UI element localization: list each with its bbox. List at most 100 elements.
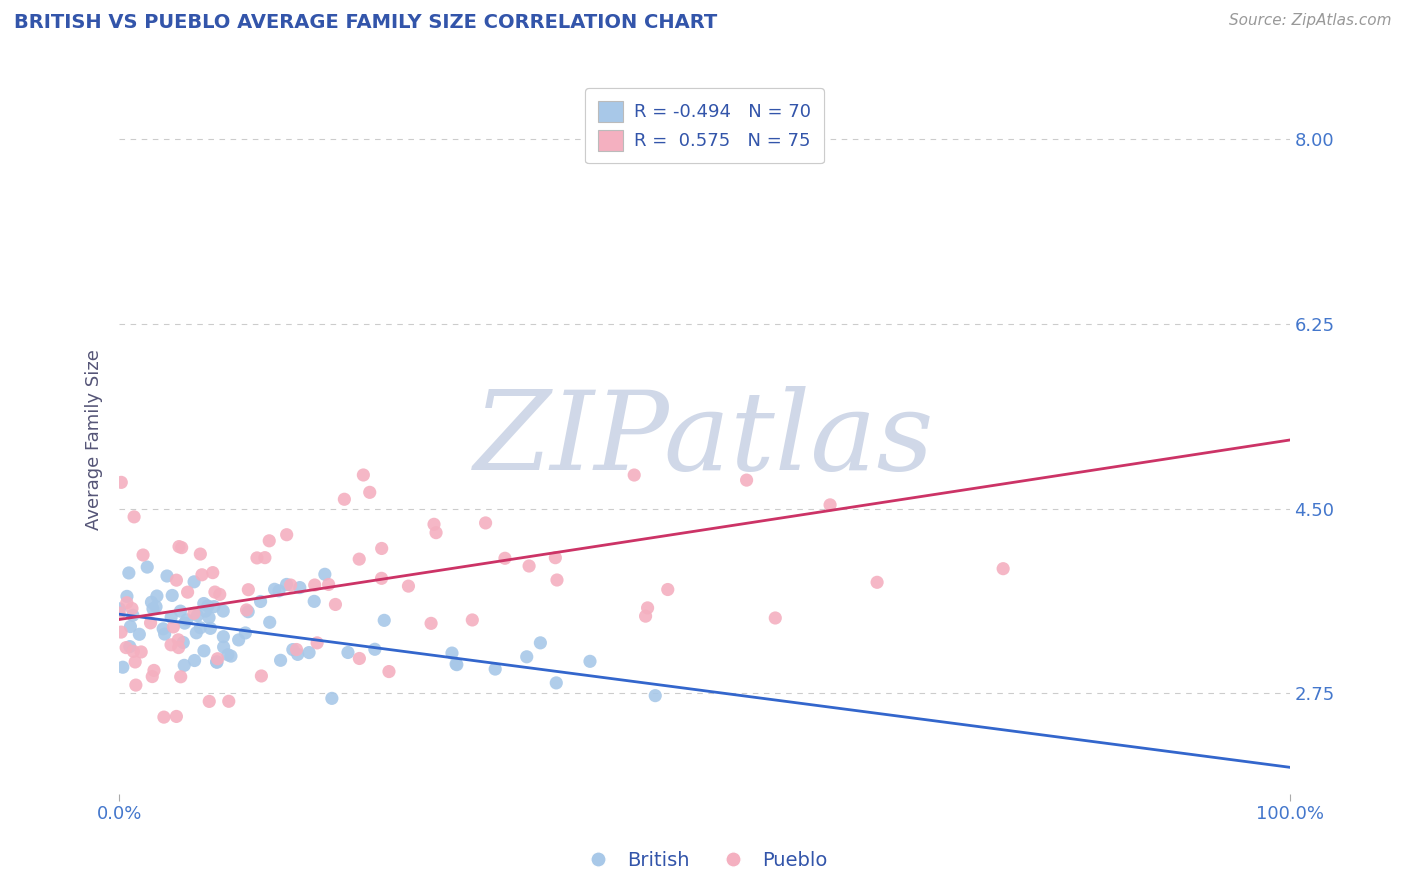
Point xyxy=(212,640,235,654)
Point xyxy=(398,579,420,593)
Point xyxy=(142,602,165,616)
Point xyxy=(188,547,211,561)
Point xyxy=(110,475,132,490)
Point xyxy=(281,642,304,657)
Point xyxy=(517,559,540,574)
Point xyxy=(280,578,302,592)
Point xyxy=(444,657,467,671)
Point xyxy=(170,670,193,684)
Point xyxy=(152,622,174,636)
Point xyxy=(314,567,336,582)
Point xyxy=(263,582,285,597)
Point xyxy=(253,550,276,565)
Point xyxy=(235,626,257,640)
Point xyxy=(176,613,198,627)
Point xyxy=(373,613,395,627)
Point xyxy=(259,615,281,630)
Point xyxy=(198,694,221,708)
Point xyxy=(298,646,321,660)
Point xyxy=(866,575,889,590)
Point xyxy=(120,619,142,633)
Point xyxy=(461,613,484,627)
Point xyxy=(217,648,239,662)
Point xyxy=(167,640,190,655)
Point xyxy=(644,689,666,703)
Point xyxy=(634,609,657,624)
Point xyxy=(115,596,138,610)
Point xyxy=(235,603,257,617)
Point xyxy=(818,498,841,512)
Point xyxy=(529,636,551,650)
Point xyxy=(423,517,446,532)
Point xyxy=(162,620,184,634)
Point xyxy=(186,625,208,640)
Point xyxy=(212,630,235,644)
Point xyxy=(122,644,145,658)
Point xyxy=(304,578,326,592)
Point xyxy=(173,658,195,673)
Point xyxy=(208,587,231,601)
Point xyxy=(333,492,356,507)
Point xyxy=(219,649,242,664)
Text: BRITISH VS PUEBLO AVERAGE FAMILY SIZE CORRELATION CHART: BRITISH VS PUEBLO AVERAGE FAMILY SIZE CO… xyxy=(14,13,717,32)
Point xyxy=(267,583,290,598)
Point xyxy=(128,627,150,641)
Legend: British, Pueblo: British, Pueblo xyxy=(571,843,835,878)
Point xyxy=(212,604,235,618)
Point xyxy=(122,509,145,524)
Point xyxy=(153,627,176,641)
Point xyxy=(276,527,298,541)
Point xyxy=(623,468,645,483)
Point xyxy=(160,589,183,603)
Point xyxy=(183,653,205,667)
Point xyxy=(446,657,468,672)
Point xyxy=(118,566,141,580)
Point xyxy=(735,473,758,487)
Point xyxy=(288,581,311,595)
Point xyxy=(318,577,340,591)
Point xyxy=(307,636,329,650)
Point xyxy=(336,645,359,659)
Point xyxy=(194,604,217,618)
Point xyxy=(136,560,159,574)
Point xyxy=(201,566,224,580)
Point xyxy=(763,611,786,625)
Point xyxy=(193,644,215,658)
Point xyxy=(172,635,194,649)
Point xyxy=(991,562,1014,576)
Point xyxy=(544,550,567,565)
Point xyxy=(420,616,443,631)
Point xyxy=(202,599,225,614)
Point xyxy=(250,669,273,683)
Point xyxy=(124,655,146,669)
Point xyxy=(579,654,602,668)
Point xyxy=(370,541,392,556)
Point xyxy=(287,648,309,662)
Point xyxy=(218,694,240,708)
Point xyxy=(370,571,392,585)
Point xyxy=(165,709,187,723)
Point xyxy=(193,597,215,611)
Point xyxy=(129,645,152,659)
Point xyxy=(142,664,165,678)
Text: Source: ZipAtlas.com: Source: ZipAtlas.com xyxy=(1229,13,1392,29)
Legend: R = -0.494   N = 70, R =  0.575   N = 75: R = -0.494 N = 70, R = 0.575 N = 75 xyxy=(585,88,824,163)
Point xyxy=(205,655,228,669)
Point xyxy=(246,550,269,565)
Point xyxy=(204,585,226,599)
Point xyxy=(110,625,132,640)
Point xyxy=(160,638,183,652)
Point xyxy=(249,594,271,608)
Point xyxy=(139,615,162,630)
Point xyxy=(285,642,308,657)
Point xyxy=(236,605,259,619)
Point xyxy=(141,595,163,609)
Point xyxy=(176,585,198,599)
Point xyxy=(197,599,219,613)
Point xyxy=(156,569,179,583)
Point xyxy=(160,610,183,624)
Point xyxy=(198,610,221,624)
Point xyxy=(183,607,205,621)
Point xyxy=(167,632,190,647)
Point xyxy=(122,608,145,623)
